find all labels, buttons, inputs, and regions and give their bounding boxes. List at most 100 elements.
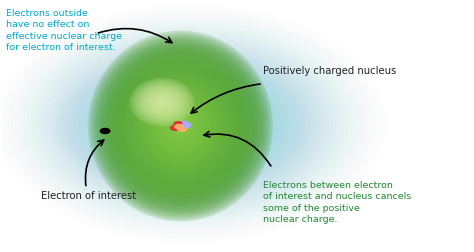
Ellipse shape bbox=[125, 69, 236, 183]
Ellipse shape bbox=[143, 88, 182, 116]
Ellipse shape bbox=[91, 64, 289, 183]
Ellipse shape bbox=[118, 61, 243, 191]
Ellipse shape bbox=[146, 108, 215, 144]
Ellipse shape bbox=[151, 94, 173, 111]
Ellipse shape bbox=[147, 91, 176, 113]
Ellipse shape bbox=[128, 72, 233, 180]
Ellipse shape bbox=[123, 83, 257, 164]
Ellipse shape bbox=[148, 93, 213, 159]
Ellipse shape bbox=[158, 104, 221, 143]
Ellipse shape bbox=[168, 119, 193, 133]
Ellipse shape bbox=[135, 79, 227, 173]
Ellipse shape bbox=[135, 82, 190, 122]
Ellipse shape bbox=[142, 106, 219, 146]
Ellipse shape bbox=[138, 92, 241, 155]
Ellipse shape bbox=[170, 111, 210, 136]
Ellipse shape bbox=[127, 71, 234, 181]
Ellipse shape bbox=[139, 83, 222, 169]
Ellipse shape bbox=[103, 71, 277, 176]
Ellipse shape bbox=[135, 90, 245, 157]
Circle shape bbox=[180, 121, 189, 126]
Circle shape bbox=[182, 123, 191, 128]
Ellipse shape bbox=[83, 59, 297, 188]
Ellipse shape bbox=[111, 55, 249, 197]
Ellipse shape bbox=[139, 86, 184, 119]
Ellipse shape bbox=[161, 105, 201, 147]
Ellipse shape bbox=[177, 123, 183, 129]
Text: Electrons between electron
of interest and nucleus cancels
some of the positive
: Electrons between electron of interest a… bbox=[263, 181, 411, 224]
Ellipse shape bbox=[130, 87, 249, 160]
Ellipse shape bbox=[115, 78, 265, 169]
Ellipse shape bbox=[167, 112, 194, 140]
Ellipse shape bbox=[156, 101, 205, 151]
Ellipse shape bbox=[121, 64, 240, 188]
Ellipse shape bbox=[155, 113, 206, 139]
Ellipse shape bbox=[122, 66, 238, 186]
Ellipse shape bbox=[89, 31, 273, 221]
Ellipse shape bbox=[107, 73, 273, 174]
Ellipse shape bbox=[161, 101, 164, 103]
Ellipse shape bbox=[157, 99, 167, 106]
Ellipse shape bbox=[137, 82, 223, 170]
Ellipse shape bbox=[91, 34, 269, 218]
Ellipse shape bbox=[144, 88, 217, 164]
Ellipse shape bbox=[141, 87, 183, 118]
Ellipse shape bbox=[155, 99, 207, 153]
Ellipse shape bbox=[101, 44, 260, 208]
Ellipse shape bbox=[105, 48, 255, 204]
Ellipse shape bbox=[176, 124, 185, 128]
Ellipse shape bbox=[153, 98, 208, 154]
Ellipse shape bbox=[130, 79, 194, 126]
Ellipse shape bbox=[115, 58, 246, 194]
Ellipse shape bbox=[159, 104, 202, 148]
Ellipse shape bbox=[107, 50, 254, 202]
Ellipse shape bbox=[133, 81, 191, 124]
Ellipse shape bbox=[90, 33, 271, 219]
Ellipse shape bbox=[153, 95, 172, 109]
Ellipse shape bbox=[99, 42, 262, 210]
Ellipse shape bbox=[174, 114, 206, 133]
Ellipse shape bbox=[95, 66, 285, 181]
Ellipse shape bbox=[93, 36, 268, 216]
Ellipse shape bbox=[164, 117, 198, 135]
Circle shape bbox=[178, 127, 187, 131]
Ellipse shape bbox=[159, 115, 202, 137]
Ellipse shape bbox=[176, 121, 185, 131]
Ellipse shape bbox=[146, 90, 178, 114]
Ellipse shape bbox=[133, 102, 228, 150]
Ellipse shape bbox=[150, 94, 211, 158]
Ellipse shape bbox=[142, 86, 219, 166]
Ellipse shape bbox=[154, 102, 226, 145]
Ellipse shape bbox=[182, 119, 198, 128]
Ellipse shape bbox=[109, 52, 253, 200]
Ellipse shape bbox=[186, 121, 194, 126]
Ellipse shape bbox=[116, 59, 245, 193]
Ellipse shape bbox=[129, 100, 232, 152]
Ellipse shape bbox=[150, 111, 210, 141]
Ellipse shape bbox=[131, 75, 229, 177]
Ellipse shape bbox=[96, 39, 264, 213]
Ellipse shape bbox=[99, 68, 281, 179]
Ellipse shape bbox=[179, 124, 182, 128]
Ellipse shape bbox=[147, 91, 214, 161]
Ellipse shape bbox=[130, 74, 231, 178]
Ellipse shape bbox=[145, 89, 216, 163]
Ellipse shape bbox=[104, 47, 257, 205]
Ellipse shape bbox=[133, 77, 228, 175]
Ellipse shape bbox=[124, 68, 237, 184]
Ellipse shape bbox=[164, 109, 197, 143]
Ellipse shape bbox=[170, 115, 191, 137]
Ellipse shape bbox=[95, 37, 266, 215]
Circle shape bbox=[175, 124, 183, 129]
Circle shape bbox=[171, 126, 179, 130]
Ellipse shape bbox=[149, 93, 175, 112]
Ellipse shape bbox=[113, 56, 248, 196]
Ellipse shape bbox=[168, 113, 193, 139]
Text: Electron of interest: Electron of interest bbox=[41, 191, 137, 201]
Circle shape bbox=[174, 122, 182, 126]
Ellipse shape bbox=[102, 45, 258, 207]
Ellipse shape bbox=[162, 107, 199, 145]
Ellipse shape bbox=[137, 104, 223, 148]
Ellipse shape bbox=[151, 96, 210, 156]
Ellipse shape bbox=[141, 85, 220, 167]
